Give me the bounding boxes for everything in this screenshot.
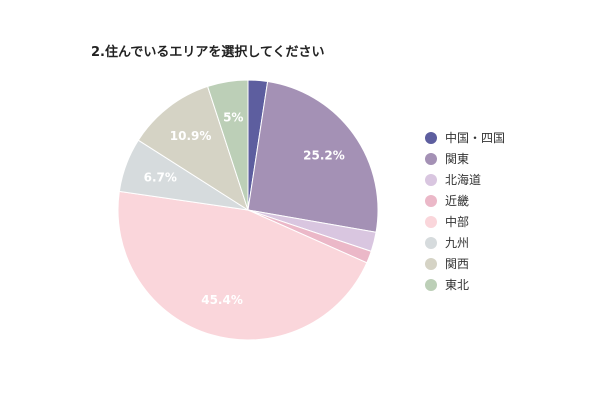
legend-item[interactable]: 九州 xyxy=(425,232,505,253)
legend-label: 関東 xyxy=(445,152,470,166)
legend-item[interactable]: 関東 xyxy=(425,148,505,169)
legend-item[interactable]: 東北 xyxy=(425,274,505,295)
legend-swatch xyxy=(425,152,437,165)
legend-item[interactable]: 近畿 xyxy=(425,190,505,211)
legend-swatch xyxy=(425,215,437,228)
slice-data-label: 25.2% xyxy=(303,148,345,162)
legend-swatch xyxy=(425,257,437,270)
legend-swatch xyxy=(425,236,437,249)
pie-slice[interactable] xyxy=(206,79,249,211)
slice-data-label: 6.7% xyxy=(144,170,177,184)
chart-title: 2.住んでいるエリアを選択してください xyxy=(91,45,325,60)
legend-label: 東北 xyxy=(445,278,470,292)
legend-item[interactable]: 北海道 xyxy=(425,169,505,190)
legend-item[interactable]: 関西 xyxy=(425,253,505,274)
legend-swatch xyxy=(425,131,437,144)
slice-data-label: 5% xyxy=(223,111,243,125)
slice-data-label: 45.4% xyxy=(201,293,243,307)
legend-swatch xyxy=(425,173,437,186)
legend-label: 北海道 xyxy=(445,173,482,187)
legend-label: 中部 xyxy=(445,215,470,229)
legend-item[interactable]: 中部 xyxy=(425,211,505,232)
slice-data-label: 10.9% xyxy=(170,129,212,143)
legend-label: 中国・四国 xyxy=(445,131,506,145)
legend-label: 九州 xyxy=(445,236,470,250)
pie-slice[interactable] xyxy=(137,85,249,212)
legend-swatch xyxy=(425,194,437,207)
legend-item[interactable]: 中国・四国 xyxy=(425,127,505,148)
legend-label: 近畿 xyxy=(445,194,470,208)
legend: 中国・四国 関東 北海道 近畿 中部 九州 関西 東北 xyxy=(425,127,505,295)
pie-slice[interactable] xyxy=(117,190,368,341)
pie-slice[interactable] xyxy=(247,80,379,233)
legend-label: 関西 xyxy=(445,257,470,271)
legend-swatch xyxy=(425,278,437,291)
